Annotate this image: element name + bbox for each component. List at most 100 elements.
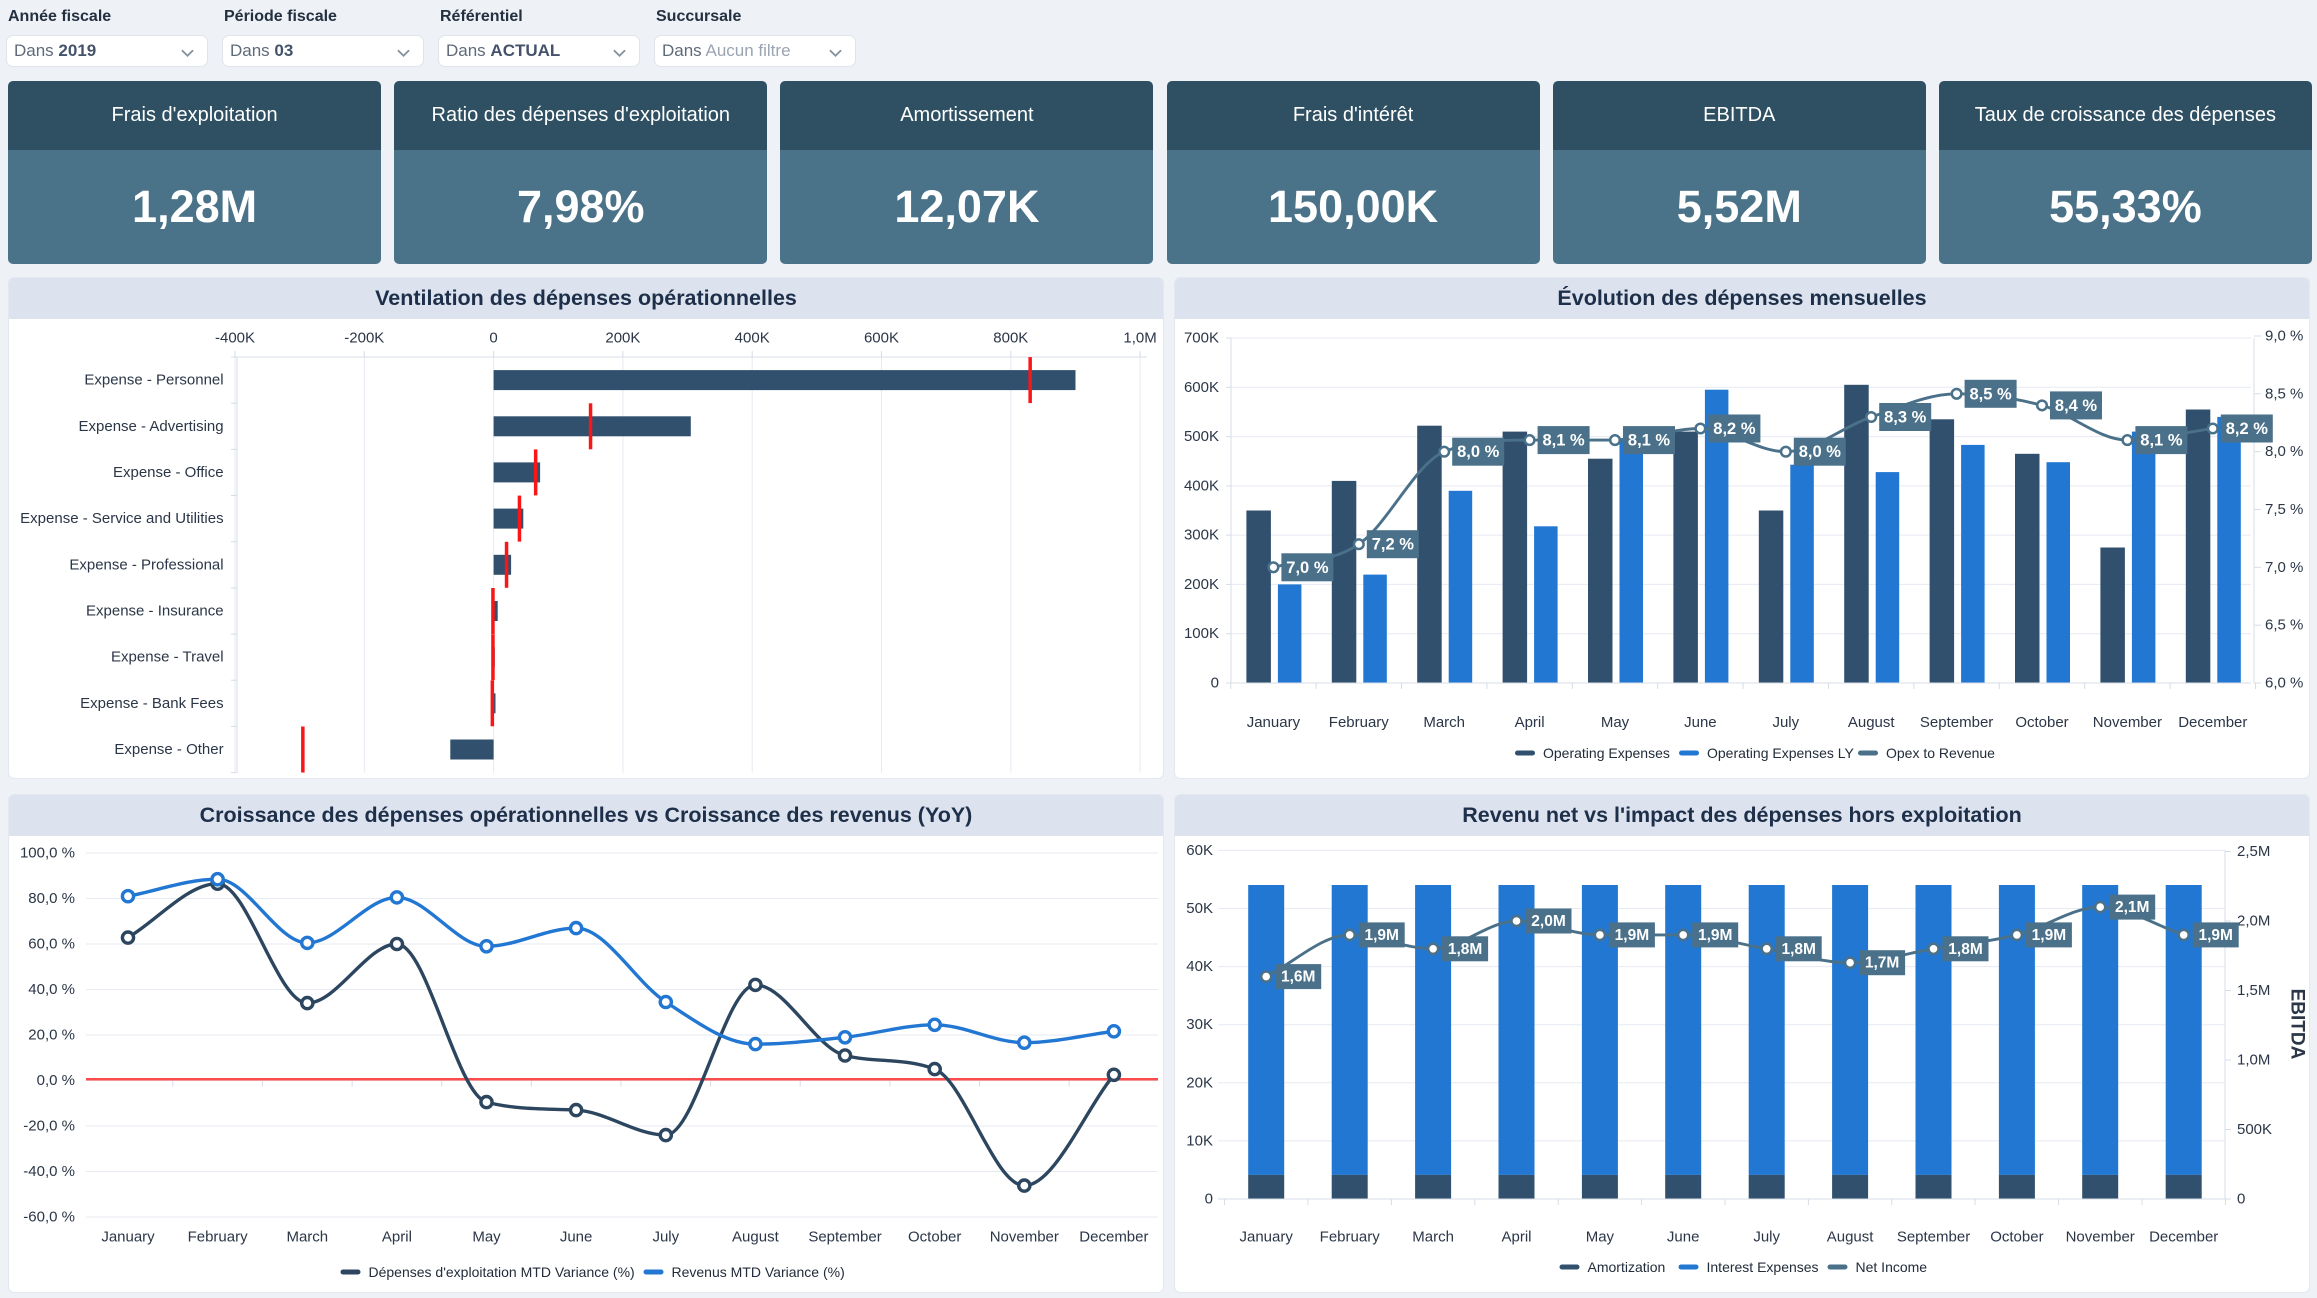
svg-text:80,0 %: 80,0 %: [28, 890, 75, 907]
svg-text:1,5M: 1,5M: [2237, 982, 2270, 999]
svg-text:500K: 500K: [1184, 428, 1219, 445]
svg-text:December: December: [1079, 1229, 1148, 1246]
svg-text:-40,0 %: -40,0 %: [23, 1163, 75, 1180]
svg-text:April: April: [382, 1229, 412, 1246]
svg-text:8,2 %: 8,2 %: [1713, 420, 1756, 438]
svg-text:February: February: [188, 1229, 249, 1246]
svg-text:800K: 800K: [993, 330, 1028, 347]
svg-text:8,0 %: 8,0 %: [1457, 443, 1500, 461]
svg-text:1,9M: 1,9M: [2198, 927, 2232, 944]
svg-text:2,0M: 2,0M: [1531, 913, 1565, 930]
svg-text:October: October: [2015, 714, 2068, 731]
svg-text:November: November: [990, 1229, 1059, 1246]
svg-text:20,0 %: 20,0 %: [28, 1027, 75, 1044]
svg-text:August: August: [1827, 1229, 1875, 1246]
svg-text:7,0 %: 7,0 %: [2265, 559, 2303, 576]
svg-text:September: September: [1920, 714, 1993, 731]
svg-text:40K: 40K: [1186, 958, 1213, 975]
svg-text:October: October: [1990, 1229, 2043, 1246]
svg-text:-200K: -200K: [344, 330, 384, 347]
svg-text:0,0 %: 0,0 %: [37, 1072, 75, 1089]
svg-text:July: July: [1753, 1229, 1780, 1246]
svg-text:10K: 10K: [1186, 1132, 1213, 1149]
svg-text:April: April: [1501, 1229, 1531, 1246]
svg-text:June: June: [1667, 1229, 1700, 1246]
svg-text:Operating Expenses: Operating Expenses: [1543, 745, 1670, 761]
svg-text:300K: 300K: [1184, 527, 1219, 544]
svg-text:Opex to Revenue: Opex to Revenue: [1886, 745, 1995, 761]
svg-text:100,0 %: 100,0 %: [20, 845, 75, 862]
svg-text:400K: 400K: [735, 330, 770, 347]
svg-text:Amortization: Amortization: [1588, 1259, 1666, 1275]
svg-text:30K: 30K: [1186, 1016, 1213, 1033]
svg-text:May: May: [1601, 714, 1630, 731]
svg-text:1,0M: 1,0M: [1123, 330, 1156, 347]
svg-text:Expense - Advertising: Expense - Advertising: [79, 418, 224, 435]
svg-text:200K: 200K: [1184, 576, 1219, 593]
svg-text:700K: 700K: [1184, 330, 1219, 347]
svg-text:Expense - Personnel: Expense - Personnel: [84, 372, 223, 389]
svg-text:December: December: [2178, 714, 2247, 731]
svg-text:November: November: [2066, 1229, 2135, 1246]
svg-text:Operating Expenses LY: Operating Expenses LY: [1707, 745, 1854, 761]
svg-text:2,5M: 2,5M: [2237, 843, 2270, 860]
svg-text:Expense - Service and Utilitie: Expense - Service and Utilities: [20, 510, 223, 527]
svg-text:50K: 50K: [1186, 900, 1213, 917]
svg-text:December: December: [2149, 1229, 2218, 1246]
svg-text:20K: 20K: [1186, 1074, 1213, 1091]
svg-text:Expense - Bank Fees: Expense - Bank Fees: [80, 695, 223, 712]
svg-text:July: July: [1772, 714, 1799, 731]
svg-text:1,8M: 1,8M: [1781, 941, 1815, 958]
svg-text:60,0 %: 60,0 %: [28, 936, 75, 953]
svg-text:Expense - Office: Expense - Office: [113, 464, 224, 481]
svg-text:8,3 %: 8,3 %: [1884, 409, 1927, 427]
svg-text:0: 0: [489, 330, 497, 347]
svg-text:8,5 %: 8,5 %: [1969, 385, 2012, 403]
svg-text:September: September: [808, 1229, 881, 1246]
svg-text:Interest Expenses: Interest Expenses: [1707, 1259, 1819, 1275]
svg-text:May: May: [1586, 1229, 1615, 1246]
svg-text:8,1 %: 8,1 %: [1542, 432, 1585, 450]
svg-text:1,9M: 1,9M: [2032, 927, 2066, 944]
svg-text:July: July: [652, 1229, 679, 1246]
svg-text:1,9M: 1,9M: [1615, 927, 1649, 944]
svg-text:April: April: [1515, 714, 1545, 731]
svg-text:Expense - Professional: Expense - Professional: [69, 556, 223, 573]
svg-text:60K: 60K: [1186, 842, 1213, 859]
svg-text:40,0 %: 40,0 %: [28, 981, 75, 998]
svg-text:February: February: [1320, 1229, 1381, 1246]
svg-text:EBITDA: EBITDA: [2287, 989, 2308, 1060]
svg-text:9,0 %: 9,0 %: [2265, 328, 2303, 345]
svg-text:8,4 %: 8,4 %: [2055, 397, 2098, 415]
svg-text:August: August: [1848, 714, 1896, 731]
svg-text:0: 0: [2237, 1191, 2245, 1208]
svg-text:-60,0 %: -60,0 %: [23, 1209, 75, 1226]
svg-text:7,2 %: 7,2 %: [1372, 536, 1415, 554]
svg-text:January: January: [1240, 1229, 1294, 1246]
svg-text:600K: 600K: [1184, 379, 1219, 396]
svg-text:June: June: [1684, 714, 1717, 731]
svg-text:October: October: [908, 1229, 961, 1246]
svg-text:November: November: [2093, 714, 2162, 731]
svg-text:August: August: [732, 1229, 780, 1246]
svg-text:-20,0 %: -20,0 %: [23, 1118, 75, 1135]
svg-text:February: February: [1329, 714, 1390, 731]
svg-text:600K: 600K: [864, 330, 899, 347]
svg-text:March: March: [1412, 1229, 1454, 1246]
svg-text:Expense - Travel: Expense - Travel: [111, 649, 224, 666]
svg-text:0: 0: [1211, 675, 1219, 692]
svg-text:8,5 %: 8,5 %: [2265, 385, 2303, 402]
svg-text:1,9M: 1,9M: [1364, 927, 1398, 944]
svg-text:0: 0: [1205, 1191, 1213, 1208]
svg-text:1,6M: 1,6M: [1281, 969, 1315, 986]
svg-text:8,2 %: 8,2 %: [2226, 420, 2269, 438]
svg-text:8,1 %: 8,1 %: [2140, 432, 2183, 450]
svg-text:100K: 100K: [1184, 625, 1219, 642]
svg-text:1,9M: 1,9M: [1698, 927, 1732, 944]
svg-text:March: March: [1423, 714, 1465, 731]
svg-text:6,0 %: 6,0 %: [2265, 675, 2303, 692]
svg-text:2,0M: 2,0M: [2237, 913, 2270, 930]
svg-text:7,0 %: 7,0 %: [1286, 559, 1329, 577]
svg-text:8,0 %: 8,0 %: [2265, 443, 2303, 460]
svg-text:7,5 %: 7,5 %: [2265, 501, 2303, 518]
